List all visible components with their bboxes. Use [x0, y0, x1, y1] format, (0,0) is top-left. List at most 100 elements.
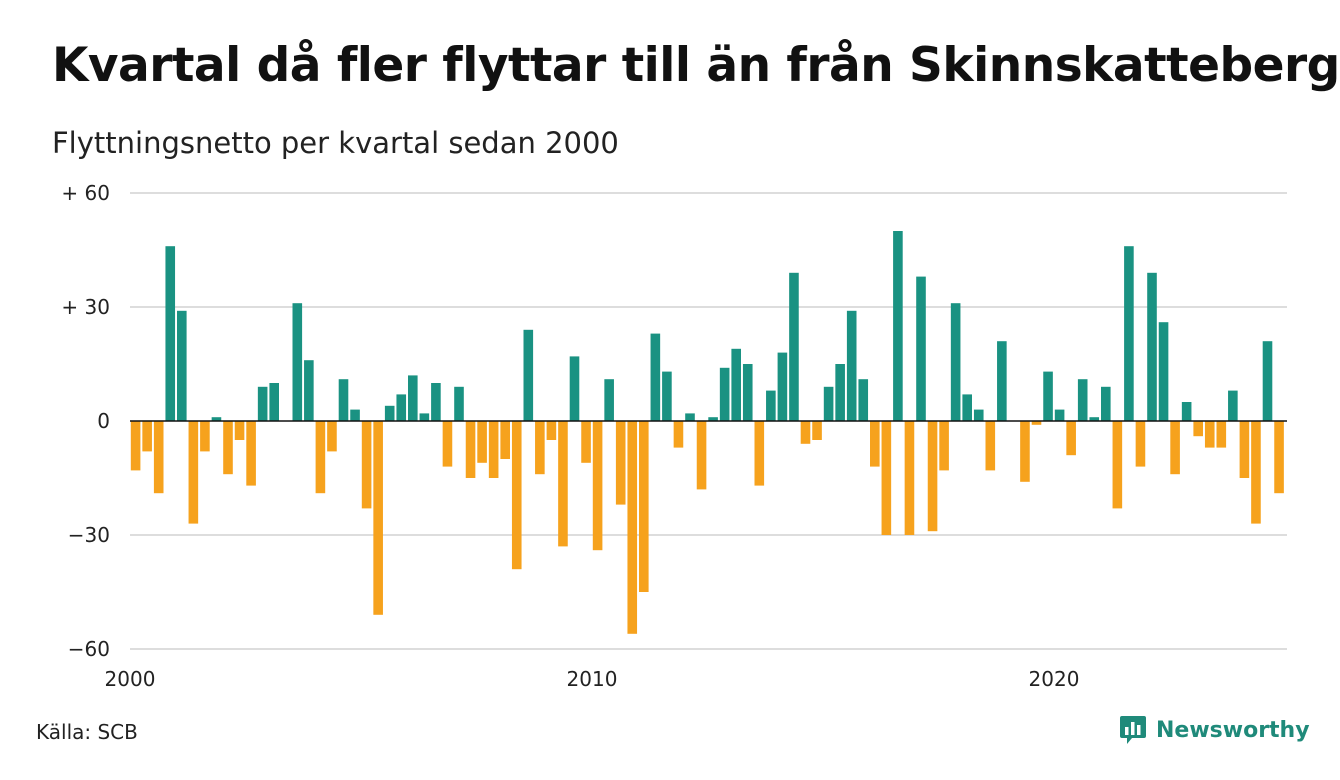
bar	[1066, 421, 1076, 456]
bar	[708, 417, 718, 421]
bar	[211, 417, 222, 421]
bar	[870, 421, 880, 467]
bar	[200, 421, 210, 452]
bar	[188, 421, 199, 524]
bar	[442, 421, 453, 467]
bar	[338, 379, 349, 421]
bar	[696, 421, 707, 490]
bar	[1043, 371, 1053, 421]
bar	[165, 246, 176, 421]
bar	[130, 421, 141, 471]
newsworthy-chart-icon	[1120, 716, 1146, 744]
y-axis-labels: + 60 + 30 0 −30 −60	[61, 181, 110, 661]
bar	[546, 421, 557, 440]
bar	[962, 394, 972, 421]
bar	[500, 421, 510, 459]
bar	[431, 383, 441, 421]
bar	[142, 421, 152, 452]
bar	[350, 409, 360, 421]
bar	[315, 421, 326, 494]
bar	[1158, 322, 1169, 421]
bar	[1274, 421, 1284, 494]
bar	[950, 303, 961, 421]
bar	[1031, 421, 1042, 425]
bar	[1112, 421, 1123, 509]
gridlines	[130, 192, 1287, 650]
bar	[893, 231, 903, 421]
bar	[789, 272, 799, 421]
bar	[1239, 421, 1250, 478]
bar	[234, 421, 245, 440]
bar	[292, 303, 303, 421]
bar	[766, 390, 776, 421]
bar	[1101, 386, 1111, 421]
x-tick-label: 2010	[567, 667, 618, 691]
brand-logo: Newsworthy	[1118, 714, 1310, 746]
bar	[916, 276, 926, 421]
bar	[1147, 272, 1157, 421]
bar	[673, 421, 684, 448]
bar	[304, 360, 314, 421]
bar	[973, 409, 984, 421]
bar	[465, 421, 476, 478]
bar	[777, 352, 788, 421]
bar	[615, 421, 626, 505]
bar	[223, 421, 233, 475]
bar	[650, 333, 661, 421]
bar	[1204, 421, 1215, 448]
bar	[373, 421, 383, 615]
bar	[454, 386, 464, 421]
bar	[1124, 246, 1134, 421]
bar	[846, 310, 857, 421]
bar	[592, 421, 603, 551]
bar	[985, 421, 996, 471]
bar	[927, 421, 938, 532]
bar	[177, 310, 187, 421]
brand-name: Newsworthy	[1156, 717, 1310, 743]
bar	[881, 421, 892, 535]
bar	[858, 379, 869, 421]
bars	[130, 231, 1284, 634]
y-tick-label: −60	[68, 637, 110, 661]
bar	[535, 421, 545, 475]
chart-title: Kvartal då fler flyttar till än från Ski…	[52, 38, 1340, 93]
bar	[1262, 341, 1273, 421]
y-tick-label: + 30	[61, 295, 110, 319]
bar	[731, 348, 741, 421]
y-tick-label: + 60	[61, 181, 110, 205]
bar-chart: + 60 + 30 0 −30 −60 2000 2010 2020	[61, 181, 1287, 691]
bar	[719, 367, 730, 421]
bar	[627, 421, 638, 634]
bar	[1228, 390, 1238, 421]
x-tick-label: 2020	[1029, 667, 1080, 691]
bar	[1135, 421, 1146, 467]
bar	[812, 421, 822, 440]
bar	[153, 421, 164, 494]
bar	[1251, 421, 1261, 524]
bar	[1054, 409, 1065, 421]
bar	[511, 421, 522, 570]
bar	[1193, 421, 1203, 437]
bar	[604, 379, 614, 421]
bar	[742, 364, 753, 421]
bar	[939, 421, 949, 471]
bar	[396, 394, 407, 421]
bar	[384, 405, 395, 421]
bar	[327, 421, 337, 452]
bar	[662, 371, 672, 421]
bar	[1170, 421, 1180, 475]
bar	[754, 421, 765, 486]
bar	[257, 386, 268, 421]
bar	[246, 421, 256, 486]
x-axis-labels: 2000 2010 2020	[105, 667, 1080, 691]
bar	[904, 421, 915, 535]
bar	[835, 364, 845, 421]
bar	[823, 386, 834, 421]
bar	[1089, 417, 1100, 421]
source-label: Källa: SCB	[36, 720, 138, 744]
bar	[1077, 379, 1088, 421]
y-tick-label: −30	[68, 523, 110, 547]
x-tick-label: 2000	[105, 667, 156, 691]
bar	[269, 383, 279, 421]
bar	[488, 421, 499, 478]
